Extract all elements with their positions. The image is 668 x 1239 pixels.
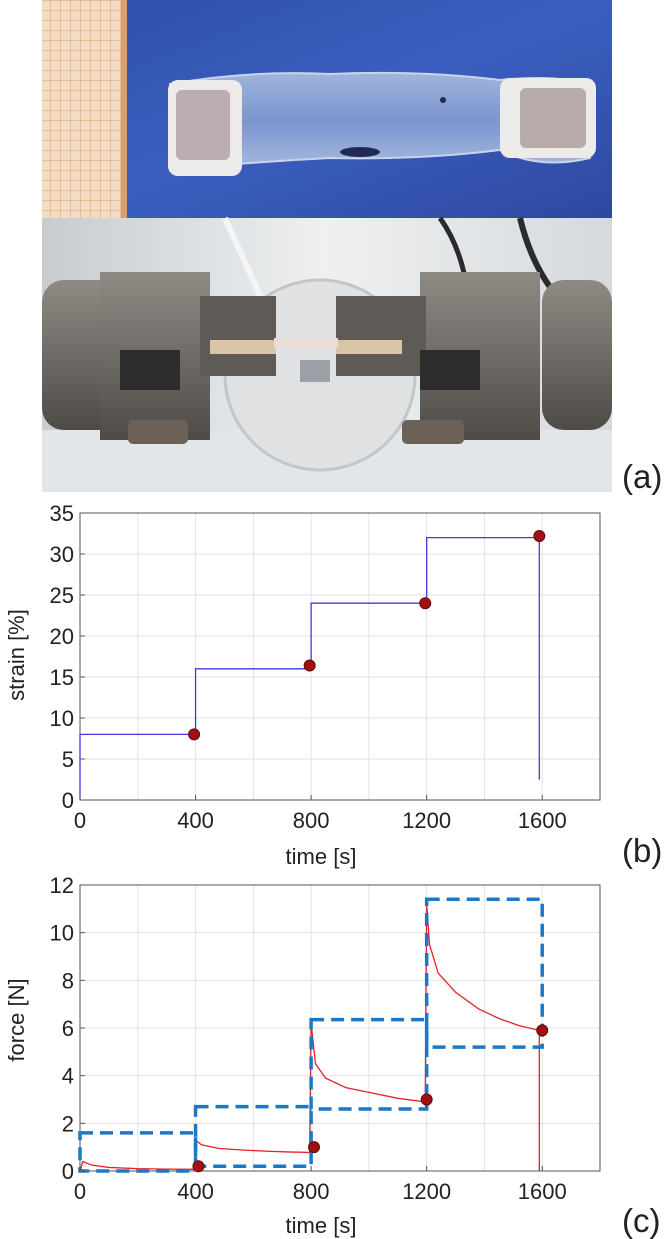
strain-series-line <box>79 536 540 800</box>
strain-y-tick-label: 25 <box>50 583 74 608</box>
strain-y-tick-label: 35 <box>50 501 74 526</box>
strain-point-marker <box>419 597 432 610</box>
force-ticks: 0 400 800 1200 1600 0 2 4 6 8 10 12 <box>50 873 567 1204</box>
strain-plot-frame <box>79 512 601 801</box>
tensile-grips-photo <box>42 216 612 492</box>
force-y-tick-label: 4 <box>62 1064 74 1089</box>
strain-y-tick-label: 30 <box>50 542 74 567</box>
force-dashed-box <box>309 1017 429 1111</box>
force-y-tick-label: 8 <box>62 968 74 993</box>
force-y-tick-label: 12 <box>50 873 74 898</box>
force-dashed-box <box>424 897 544 1049</box>
force-x-axis-label: time [s] <box>286 1213 357 1238</box>
force-y-tick-label: 2 <box>62 1111 74 1136</box>
strain-y-tick-label: 5 <box>62 747 74 772</box>
force-point-marker <box>420 1093 433 1106</box>
panel-label-b: (b) <box>622 832 662 869</box>
specimen-photo <box>42 0 612 218</box>
force-x-tick-label: 1600 <box>518 1179 567 1204</box>
force-grid <box>79 884 601 1172</box>
strain-y-tick-label: 20 <box>50 624 74 649</box>
panel-label-c: (c) <box>622 1202 660 1239</box>
force-y-axis-label: force [N] <box>4 978 29 1061</box>
strain-x-tick-label: 1200 <box>402 808 451 833</box>
strain-x-tick-label: 400 <box>177 808 214 833</box>
force-series-line <box>79 904 540 1172</box>
force-x-tick-label: 1200 <box>402 1179 451 1204</box>
strain-y-tick-label: 10 <box>50 706 74 731</box>
force-y-tick-label: 0 <box>62 1159 74 1184</box>
strain-x-tick-label: 800 <box>293 808 330 833</box>
force-dashed-box <box>193 1104 313 1168</box>
strain-point-marker <box>533 529 546 542</box>
force-x-tick-label: 400 <box>177 1179 214 1204</box>
force-x-tick-label: 0 <box>74 1179 86 1204</box>
strain-chart: 0 400 800 1200 1600 0 5 10 15 20 25 30 35 time [s] s… <box>4 501 601 869</box>
strain-x-axis-label: time [s] <box>286 844 357 869</box>
strain-x-tick-label: 0 <box>74 808 86 833</box>
panel-label-a: (a) <box>622 458 662 495</box>
strain-point-marker <box>188 728 201 741</box>
strain-x-tick-label: 1600 <box>518 808 567 833</box>
force-point-marker <box>192 1160 205 1173</box>
force-chart: 0 400 800 1200 1600 0 2 4 6 8 10 12 time [s] force … <box>4 873 601 1238</box>
strain-y-tick-label: 0 <box>62 788 74 813</box>
strain-ticks: 0 400 800 1200 1600 0 5 10 15 20 25 30 35 <box>50 501 567 833</box>
strain-marks <box>79 529 546 800</box>
force-y-tick-label: 6 <box>62 1016 74 1041</box>
force-dashed-box <box>78 1131 198 1173</box>
force-point-marker <box>308 1141 320 1154</box>
strain-grid <box>79 512 601 801</box>
force-y-tick-label: 10 <box>50 921 74 946</box>
force-point-marker <box>536 1024 549 1037</box>
strain-y-axis-label: strain [%] <box>4 609 29 701</box>
force-x-tick-label: 800 <box>293 1179 330 1204</box>
strain-point-marker <box>303 659 316 672</box>
force-marks <box>78 897 549 1173</box>
strain-y-tick-label: 15 <box>50 665 74 690</box>
